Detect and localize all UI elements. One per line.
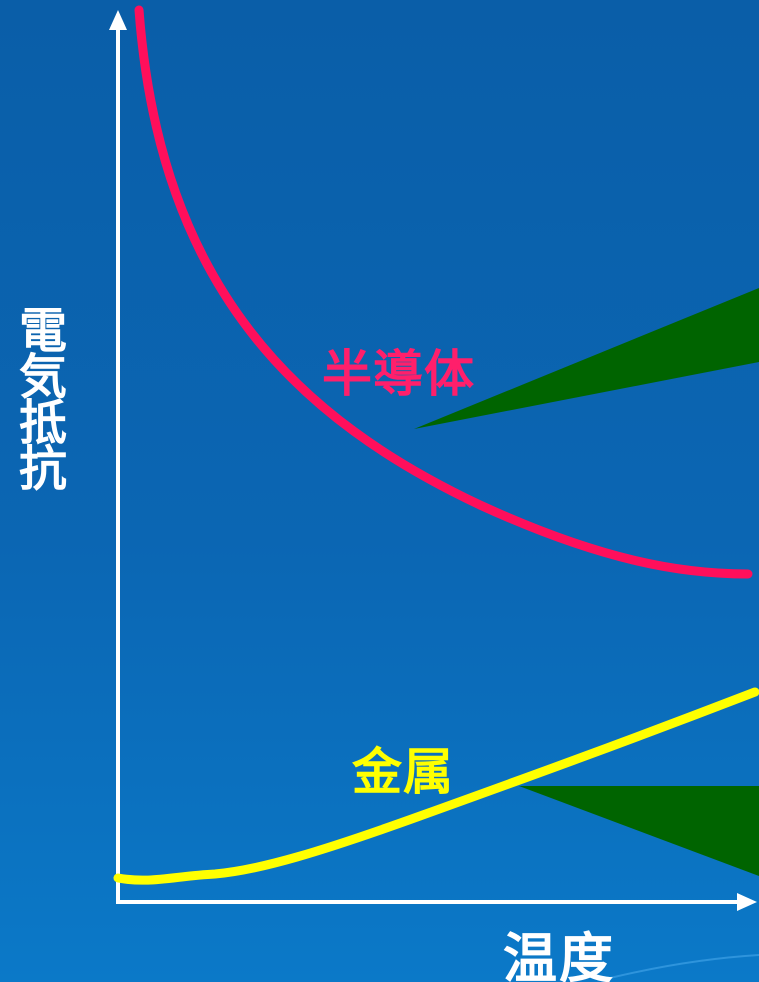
semiconductor-pointer-wedge xyxy=(414,288,759,429)
series-label-metal: 金属 xyxy=(352,743,454,801)
y-axis-arrow xyxy=(109,10,127,30)
decorative-swoosh xyxy=(609,954,759,979)
x-axis-label: 温度 xyxy=(503,927,615,982)
y-axis-label: 電気抵抗 xyxy=(10,305,66,489)
series-label-semiconductor: 半導体 xyxy=(322,345,475,403)
metal-pointer-wedge xyxy=(519,786,759,876)
series-line-metal xyxy=(113,687,759,885)
x-axis-arrow xyxy=(737,893,757,911)
series-line-semiconductor xyxy=(134,5,753,579)
